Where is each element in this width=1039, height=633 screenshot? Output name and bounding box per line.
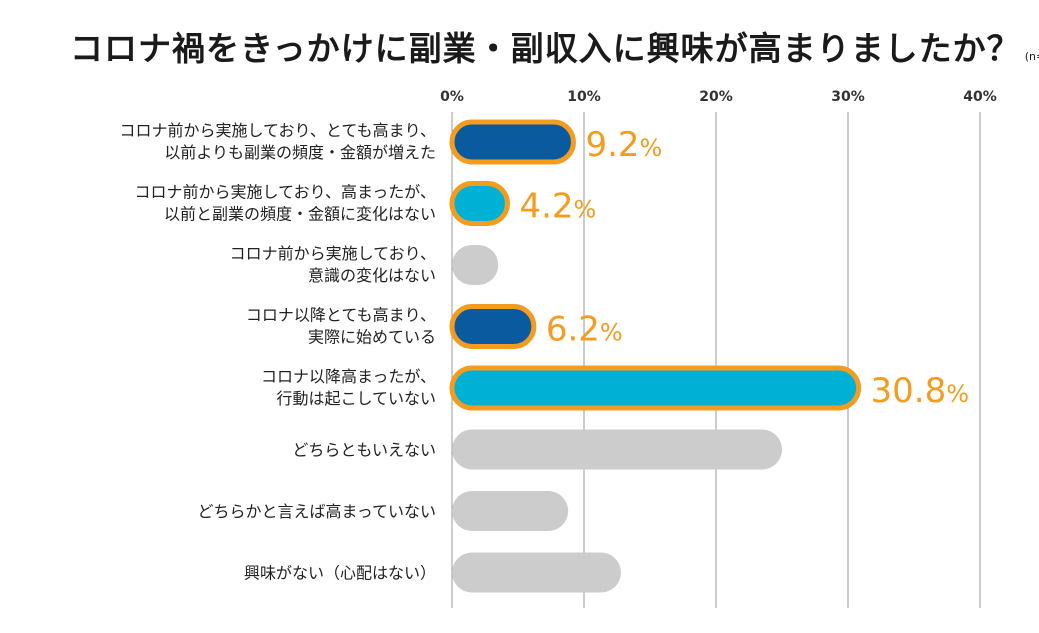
category-label: コロナ前から実施しており、: [230, 244, 436, 263]
x-tick-label: 30%: [831, 89, 865, 105]
data-label-number: 30.8: [871, 371, 947, 411]
category-label: コロナ前から実施しており、高まったが、: [135, 183, 436, 202]
bar: [452, 552, 621, 593]
bar: [452, 491, 569, 531]
data-label: 9.2%: [585, 125, 662, 165]
bar: [452, 245, 499, 285]
data-label: 4.2%: [519, 187, 596, 227]
category-label: どちらともいえない: [292, 441, 436, 460]
bar: [449, 304, 537, 349]
category-label: 以前と副業の頻度・金額に変化はない: [164, 205, 436, 224]
data-label-percent: %: [600, 319, 623, 347]
category-label: 実際に始めている: [308, 328, 436, 347]
category-label: コロナ以降高まったが、: [261, 367, 436, 386]
x-tick-label: 0%: [440, 89, 464, 105]
chart-title-wrap: コロナ禍をきっかけに副業・副収入に興味が高まりましたか？(n=500): [70, 22, 1039, 70]
category-label: 以前よりも副業の頻度・金額が増えた: [164, 143, 436, 162]
bar: [449, 119, 576, 165]
data-label-number: 4.2: [519, 187, 573, 227]
data-label: 30.8%: [871, 371, 970, 411]
bar: [449, 181, 510, 226]
sample-size-note: (n=500): [1024, 50, 1039, 63]
x-tick-label: 40%: [963, 89, 997, 105]
x-tick-label: 20%: [699, 89, 733, 105]
bar: [449, 365, 862, 411]
category-label: 意識の変化はない: [308, 266, 436, 285]
chart-title: コロナ禍をきっかけに副業・副収入に興味が高まりましたか？: [70, 29, 1021, 68]
bar: [452, 429, 782, 470]
data-label-percent: %: [640, 134, 663, 162]
x-tick-label: 10%: [567, 89, 601, 105]
category-label: どちらかと言えば高まっていない: [197, 502, 436, 521]
data-label: 6.2%: [546, 310, 623, 350]
data-label-percent: %: [574, 196, 597, 224]
category-label: 行動は起こしていない: [276, 389, 436, 408]
data-label-number: 9.2: [585, 125, 639, 165]
data-label-number: 6.2: [546, 310, 600, 350]
category-label: コロナ前から実施しており、とても高まり、: [120, 121, 436, 140]
data-label-percent: %: [946, 380, 969, 408]
category-label: 興味がない（心配はない）: [244, 564, 436, 583]
category-label: コロナ以降とても高まり、: [246, 306, 436, 325]
